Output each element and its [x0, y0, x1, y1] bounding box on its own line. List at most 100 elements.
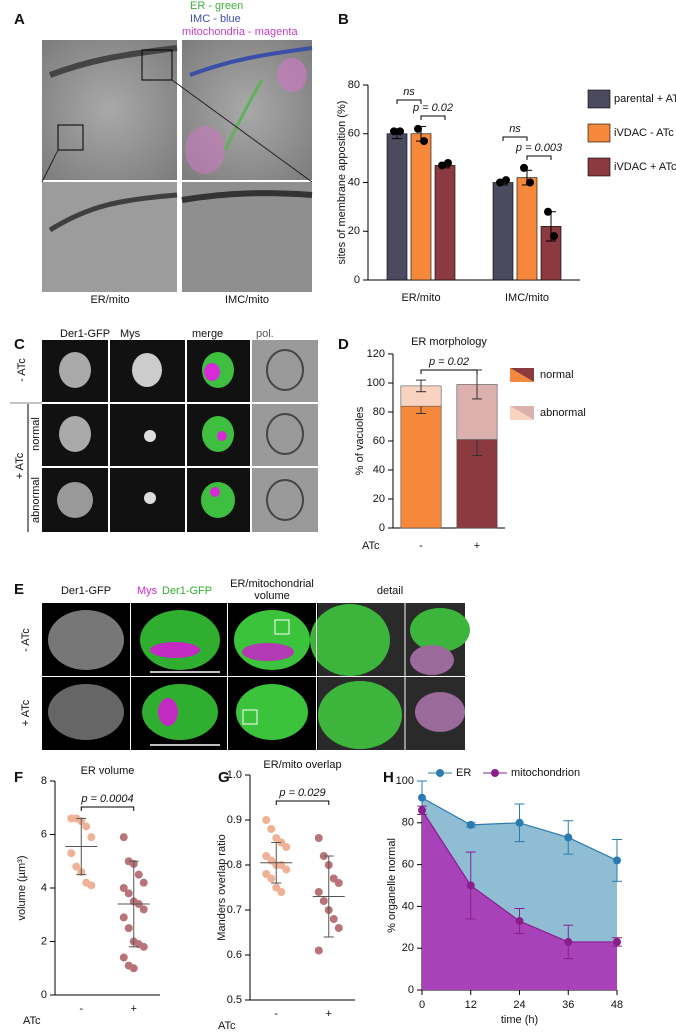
- y-tick-label: 0.8: [227, 859, 242, 871]
- mito: [242, 643, 294, 661]
- data-point: [502, 176, 510, 185]
- y-axis-label: % organelle normal: [386, 838, 398, 933]
- cell: [140, 610, 220, 670]
- zoom-line: [171, 79, 313, 183]
- column-label: detail: [377, 585, 403, 597]
- data-point: [496, 178, 504, 187]
- x-tick-label: -: [79, 1003, 83, 1015]
- legend-text: ER - green: [190, 0, 243, 12]
- image-label: ER/mito: [90, 294, 129, 306]
- data-point: [466, 820, 475, 829]
- bar: [516, 177, 538, 281]
- data-point: [67, 849, 76, 858]
- data-point: [277, 888, 286, 896]
- row-label: normal: [30, 417, 42, 451]
- column-label: Der1-GFP: [162, 585, 212, 597]
- y-tick-label: 100: [367, 377, 385, 389]
- sig-bracket: [502, 136, 528, 141]
- inset-box: [242, 709, 258, 725]
- data-point: [334, 879, 343, 887]
- cell: [59, 352, 91, 388]
- legend-marker: [491, 769, 499, 777]
- cell: [201, 482, 235, 518]
- x-tick-label: 36: [562, 999, 574, 1011]
- legend-marker: [436, 769, 444, 777]
- y-tick-label: 100: [396, 775, 414, 787]
- legend-label: normal: [540, 369, 574, 381]
- y-tick-label: 0: [354, 274, 360, 286]
- legend-text: IMC - blue: [190, 13, 241, 25]
- mito: [150, 642, 200, 658]
- data-point: [129, 964, 138, 973]
- y-tick-label: 40: [402, 900, 414, 912]
- cell: [59, 416, 91, 452]
- cell: [48, 684, 124, 740]
- legend-label: ER: [456, 767, 471, 779]
- data-point: [420, 137, 428, 146]
- data-point: [139, 878, 148, 887]
- mito-trace: [185, 126, 225, 174]
- y-tick-label: 20: [373, 493, 385, 505]
- data-point: [139, 905, 148, 914]
- legend-swatch: [587, 89, 611, 109]
- y-tick-label: 1.0: [227, 769, 242, 781]
- data-point: [119, 884, 128, 892]
- data-point: [544, 207, 552, 216]
- y-tick-label: 0: [408, 984, 414, 996]
- er-surface: [310, 604, 390, 676]
- x-tick-label: +: [131, 1003, 137, 1015]
- y-tick-label: 2: [41, 935, 47, 947]
- sig-label: ns: [403, 86, 415, 98]
- data-point: [466, 881, 475, 890]
- data-point: [134, 870, 143, 879]
- row-label: abnormal: [30, 477, 42, 523]
- data-point: [262, 816, 271, 824]
- legend-swatch: [510, 368, 534, 382]
- data-point: [418, 793, 426, 802]
- cell: [57, 482, 93, 518]
- data-point: [119, 833, 128, 842]
- row-label: + ATc: [20, 699, 32, 726]
- inset-box: [274, 619, 290, 635]
- x-tick-label: -: [274, 1008, 278, 1020]
- data-point: [520, 163, 528, 172]
- y-tick-label: 40: [373, 464, 385, 476]
- legend-label: parental + ATc: [614, 93, 676, 105]
- y-tick-label: 60: [402, 859, 414, 871]
- column-label: volume: [254, 590, 289, 602]
- imc-trace: [189, 46, 313, 77]
- sig-label: ns: [509, 123, 521, 135]
- panel-letter: F: [14, 769, 23, 786]
- bar: [492, 182, 514, 281]
- data-point: [124, 889, 133, 898]
- sig-bracket: [396, 99, 422, 104]
- cell: [266, 349, 304, 391]
- legend-swatch: [510, 406, 534, 420]
- y-tick-label: 0.7: [227, 904, 242, 916]
- x-tick-label: IMC/mito: [505, 292, 549, 304]
- inset-box: [141, 49, 173, 81]
- mito: [204, 363, 220, 381]
- y-tick-label: 60: [348, 128, 360, 140]
- bar: [410, 133, 432, 281]
- sig-label: p = 0.029: [278, 787, 325, 799]
- column-label: ER/mitochondrial: [230, 578, 314, 590]
- data-point: [515, 818, 524, 827]
- x-axis-label: ATc: [362, 540, 380, 552]
- data-point: [396, 127, 404, 136]
- y-tick-label: 40: [348, 176, 360, 188]
- cell: [266, 479, 304, 521]
- sig-bracket: [420, 115, 446, 120]
- sig-label: p = 0.02: [428, 356, 469, 368]
- column-label: Der1-GFP: [60, 328, 110, 340]
- mito: [144, 492, 156, 504]
- mito-surface: [410, 645, 454, 675]
- data-point: [314, 888, 323, 896]
- y-axis-label: sites of membrane apposition (%): [336, 101, 348, 265]
- panel-letter: B: [338, 11, 349, 28]
- micrographs-c: [10, 340, 318, 532]
- y-tick-label: 8: [41, 775, 47, 787]
- y-tick-label: 80: [348, 79, 360, 91]
- column-label: merge: [192, 328, 223, 340]
